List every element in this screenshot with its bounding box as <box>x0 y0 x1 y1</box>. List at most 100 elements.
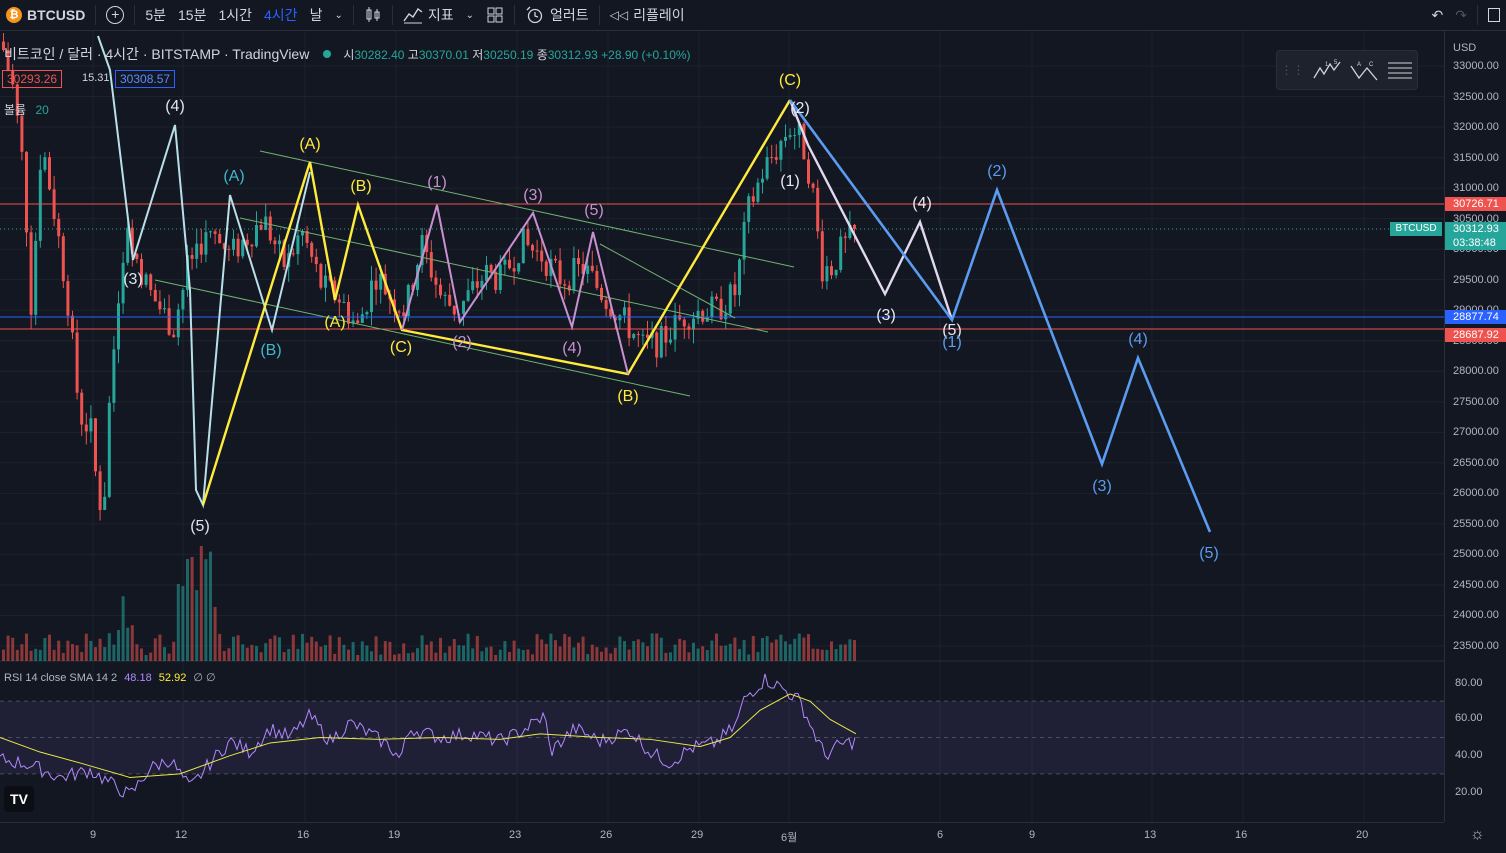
candle-body <box>853 224 856 229</box>
candle-body <box>632 334 636 339</box>
volume-bar <box>558 646 562 661</box>
volume-bar <box>604 647 608 661</box>
channel-line <box>599 243 736 319</box>
candle-body <box>475 281 479 288</box>
candle-body <box>278 240 281 245</box>
candle-body <box>241 239 245 257</box>
wave-label: (3) <box>876 307 896 324</box>
symbol-title[interactable]: 비트코인 / 달러 · 4시간 · BITSTAMP · TradingView <box>4 46 310 62</box>
layouts-button[interactable] <box>480 0 510 30</box>
indicators-button[interactable]: 지표 <box>397 0 460 30</box>
candle-body <box>797 123 801 136</box>
interval-5m[interactable]: 5분 <box>145 7 167 23</box>
alert-button[interactable]: 얼러트 <box>519 0 595 30</box>
candle-body <box>733 284 737 296</box>
candle-body <box>636 334 640 336</box>
rsi-tick: 60.00 <box>1455 712 1483 724</box>
candle-body <box>540 250 544 262</box>
price-axis[interactable]: USD 33000.00 32500.00 32000.00 31500.00 3100… <box>1444 31 1506 822</box>
settings-button[interactable]: ☼ <box>1470 826 1485 844</box>
volume-legend[interactable]: 볼륨 20 <box>4 101 49 118</box>
buy-price-box[interactable]: 30308.57 <box>115 70 176 88</box>
time-tick: 29 <box>691 829 704 841</box>
volume-length: 20 <box>35 103 49 117</box>
time-axis[interactable]: 9 12 16 19 23 26 29 6월 6 9 13 16 20 <box>0 822 1444 853</box>
volume-bar <box>397 653 401 661</box>
volume-bar <box>107 633 111 661</box>
candle-body <box>15 84 19 116</box>
volume-bar <box>144 654 148 661</box>
candle-body <box>788 135 792 137</box>
volume-bar <box>613 647 617 661</box>
redo-button[interactable]: ↷ <box>1449 0 1473 30</box>
volume-bar <box>20 644 24 661</box>
price-tick: 31000.00 <box>1453 182 1499 195</box>
divider <box>598 5 600 25</box>
candle-body <box>176 309 180 338</box>
candle-body <box>190 255 194 259</box>
volume-bar <box>245 647 249 661</box>
volume-bar <box>761 638 764 661</box>
undo-button[interactable]: ↶ <box>1426 0 1450 30</box>
chart-type-button[interactable] <box>358 0 388 30</box>
interval-4h[interactable]: 4시간 <box>264 7 298 23</box>
volume-bar <box>328 635 332 661</box>
volume-bar <box>75 645 79 661</box>
chevron-down-icon: ⌄ <box>465 9 474 21</box>
compare-add-button[interactable]: + <box>100 0 130 30</box>
volume-bar <box>521 650 525 661</box>
candle-body <box>811 183 815 188</box>
volume-bar <box>733 637 737 661</box>
volume-bar <box>448 646 452 661</box>
indicators-dropdown[interactable]: ⌄ <box>460 0 480 30</box>
interval-dropdown[interactable]: ⌄ <box>328 0 348 30</box>
volume-bar <box>333 653 337 661</box>
volume-bar <box>609 653 613 661</box>
candle-body <box>728 284 732 314</box>
candle-body <box>508 259 511 269</box>
volume-bar <box>140 648 143 661</box>
drag-handle-icon[interactable]: ⋮⋮ <box>1280 63 1305 77</box>
candle-body <box>291 253 295 255</box>
candle-body <box>572 258 576 291</box>
candle-body <box>448 294 452 306</box>
tradingview-logo[interactable]: TV <box>4 786 34 812</box>
line-style-icon[interactable] <box>1386 58 1414 82</box>
wave-label: (A) <box>324 314 345 331</box>
volume-bar <box>756 651 760 661</box>
candle-body <box>126 227 130 263</box>
rsi-legend[interactable]: RSI 14 close SMA 14 2 48.18 52.92 ∅ ∅ <box>4 671 216 684</box>
candle-body <box>227 248 231 250</box>
currency-label[interactable]: USD <box>1453 42 1477 54</box>
volume-bar <box>6 635 10 661</box>
replay-button[interactable]: ◁◁ 리플레이 <box>604 0 691 30</box>
time-tick: 19 <box>388 829 401 841</box>
interval-1h[interactable]: 1시간 <box>218 7 253 23</box>
volume-bar <box>227 648 231 661</box>
candle-body <box>406 284 410 317</box>
time-tick: 26 <box>600 829 613 841</box>
fullscreen-button[interactable] <box>1482 0 1506 30</box>
sell-price-box[interactable]: 30293.26 <box>2 70 63 88</box>
candle-body <box>784 136 787 141</box>
yellow-wave-line <box>201 99 792 506</box>
volume-bar <box>485 647 488 661</box>
alert-label: 얼러트 <box>550 7 589 23</box>
candle-body <box>526 228 530 245</box>
price-tick: 28000.00 <box>1453 365 1499 378</box>
symbol-search[interactable]: ₿ BTCUSD <box>0 0 91 30</box>
volume-bar <box>117 630 120 661</box>
volume-bar <box>623 641 626 661</box>
elliott-waves <box>97 35 1212 533</box>
candle-body <box>130 227 134 254</box>
price-chart[interactable]: (3) (4) (5) (A) (B) (A) (B) (A) (C) (B) (C) (1) (2) (… <box>0 31 1444 822</box>
volume-bar <box>98 638 102 661</box>
candle-body <box>213 231 217 234</box>
time-tick: 16 <box>1235 829 1248 841</box>
interval-1d[interactable]: 날 <box>309 7 323 23</box>
impulse-wave-line <box>97 35 311 509</box>
volume-bar <box>632 640 636 661</box>
interval-15m[interactable]: 15분 <box>178 7 207 23</box>
